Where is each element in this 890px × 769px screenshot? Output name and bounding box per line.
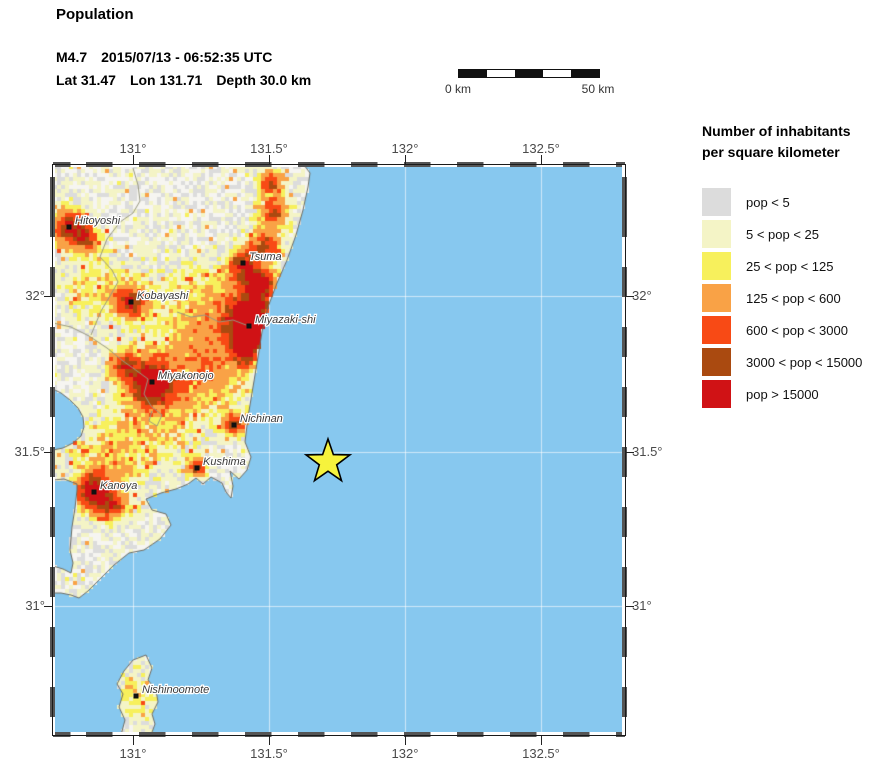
x-tick-label: 132.5° (522, 141, 560, 156)
y-tick-mark (625, 606, 634, 607)
scale-bar (458, 69, 600, 78)
legend-item: pop < 5 (702, 188, 887, 216)
city-label: Tsuma (249, 251, 282, 263)
event-longitude: Lon 131.71 (129, 72, 203, 88)
legend-label: 25 < pop < 125 (746, 258, 834, 274)
y-tick-mark (625, 296, 634, 297)
city-marker (149, 379, 155, 385)
epicenter-star (303, 436, 353, 483)
city-label: Miyazaki-shi (255, 314, 316, 326)
city-marker (133, 693, 139, 699)
city-label: Nishinoomote (142, 684, 209, 696)
legend-swatch (702, 220, 731, 248)
y-tick-mark (625, 452, 634, 453)
legend-label: 5 < pop < 25 (746, 226, 820, 242)
x-tick-label: 132° (391, 141, 419, 156)
legend-item: 5 < pop < 25 (702, 220, 887, 248)
city-label: Miyakonojo (158, 370, 214, 382)
legend-item: 600 < pop < 3000 (702, 316, 887, 344)
city-marker (91, 489, 97, 495)
x-tick-mark (133, 736, 134, 745)
x-tick-label: 131.5° (250, 141, 288, 156)
city-label: Kushima (203, 456, 246, 468)
legend-item: 3000 < pop < 15000 (702, 348, 887, 376)
x-tick-mark (405, 736, 406, 745)
legend-swatch (702, 284, 731, 312)
page-title: Population (56, 6, 134, 23)
legend-swatch (702, 252, 731, 280)
scale-bar-min-label: 0 km (444, 82, 471, 96)
legend-swatch (702, 380, 731, 408)
legend-title-line1: Number of inhabitants (702, 123, 851, 139)
x-tick-mark (269, 736, 270, 745)
legend-swatch (702, 348, 731, 376)
x-tick-label: 132° (391, 746, 419, 761)
city-marker (231, 422, 237, 428)
scale-bar-segment (459, 70, 487, 77)
event-depth: Depth 30.0 km (216, 72, 312, 88)
x-tick-mark (269, 155, 270, 164)
legend: Number of inhabitants per square kilomet… (702, 121, 887, 412)
legend-item: pop > 15000 (702, 380, 887, 408)
legend-item: 25 < pop < 125 (702, 252, 887, 280)
x-tick-mark (541, 155, 542, 164)
event-magnitude: M4.7 (56, 49, 88, 65)
event-info-line: M4.7 2015/07/13 - 06:52:35 UTC (56, 49, 286, 65)
scale-bar-segment (571, 70, 599, 77)
map-canvas (53, 165, 625, 735)
y-tick-mark (44, 452, 53, 453)
city-marker (194, 465, 200, 471)
y-tick-mark (44, 606, 53, 607)
y-tick-mark (44, 296, 53, 297)
x-tick-label: 131.5° (250, 746, 288, 761)
x-tick-label: 132.5° (522, 746, 560, 761)
legend-label: 3000 < pop < 15000 (746, 354, 863, 370)
x-tick-label: 131° (119, 746, 147, 761)
y-tick-label: 31° (632, 598, 652, 613)
legend-title-line2: per square kilometer (702, 144, 840, 160)
city-label: Kobayashi (137, 290, 189, 302)
city-marker (66, 224, 72, 230)
y-tick-label: 32° (632, 288, 652, 303)
scale-bar-segment (543, 70, 571, 77)
legend-items: pop < 5 5 < pop < 25 25 < pop < 125 125 < p… (702, 188, 887, 408)
legend-label: pop > 15000 (746, 386, 819, 402)
event-latitude: Lat 31.47 (56, 72, 116, 88)
x-tick-mark (405, 155, 406, 164)
y-tick-label: 32° (25, 288, 45, 303)
city-label: Nichinan (240, 413, 283, 425)
city-label: Hitoyoshi (75, 215, 121, 227)
x-tick-mark (541, 736, 542, 745)
scale-bar-segment (515, 70, 543, 77)
legend-item: 125 < pop < 600 (702, 284, 887, 312)
legend-swatch (702, 188, 731, 216)
y-tick-label: 31.5° (632, 444, 663, 459)
legend-label: pop < 5 (746, 194, 790, 210)
event-datetime: 2015/07/13 - 06:52:35 UTC (101, 49, 273, 65)
x-tick-label: 131° (119, 141, 147, 156)
legend-label: 600 < pop < 3000 (746, 322, 848, 338)
legend-label: 125 < pop < 600 (746, 290, 841, 306)
city-marker (240, 260, 246, 266)
legend-swatch (702, 316, 731, 344)
x-tick-mark (133, 155, 134, 164)
legend-title: Number of inhabitants per square kilomet… (702, 121, 887, 163)
y-tick-label: 31.5° (14, 444, 45, 459)
city-marker (128, 299, 134, 305)
y-tick-label: 31° (25, 598, 45, 613)
scale-bar-max-label: 50 km (581, 82, 615, 96)
city-marker (246, 323, 252, 329)
event-location-line: Lat 31.47 Lon 131.71 Depth 30.0 km (56, 72, 325, 88)
scale-bar-segment (487, 70, 515, 77)
map-overlay: Hitoyoshi Tsuma Kobayashi Miyazaki-shi Miyak… (66, 214, 353, 699)
city-label: Kanoya (100, 480, 137, 492)
